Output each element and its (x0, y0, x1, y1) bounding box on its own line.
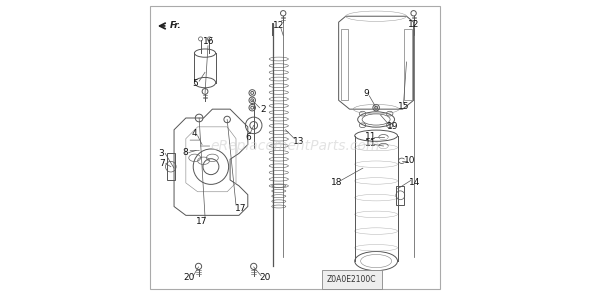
Text: 19: 19 (386, 122, 398, 131)
Text: 6: 6 (245, 133, 251, 142)
Text: 9: 9 (363, 89, 369, 98)
Text: 10: 10 (404, 156, 416, 165)
Text: 12: 12 (408, 20, 419, 29)
Text: 20: 20 (183, 273, 195, 282)
Bar (341, 30, 348, 100)
Text: 18: 18 (331, 178, 342, 187)
FancyBboxPatch shape (322, 270, 382, 289)
Bar (404, 30, 411, 100)
Text: 20: 20 (260, 273, 271, 282)
Text: 14: 14 (409, 178, 421, 187)
Text: 7: 7 (159, 159, 165, 168)
Text: 13: 13 (293, 137, 304, 145)
Text: 2: 2 (260, 105, 266, 114)
Text: 17: 17 (235, 204, 246, 213)
Text: 12: 12 (273, 21, 284, 30)
Text: 11: 11 (365, 132, 376, 141)
Text: 17: 17 (196, 217, 208, 226)
Text: 16: 16 (203, 37, 214, 46)
Text: 4: 4 (192, 129, 198, 138)
Text: 11: 11 (365, 140, 376, 148)
Text: 15: 15 (398, 102, 409, 111)
Text: Z0A0E2100C: Z0A0E2100C (327, 275, 376, 284)
Text: 8: 8 (182, 148, 188, 157)
Text: Fr.: Fr. (170, 22, 181, 30)
Text: 3: 3 (159, 149, 164, 158)
Bar (396, 186, 405, 205)
Bar (167, 153, 175, 180)
Text: 5: 5 (192, 79, 198, 88)
Text: eReplacementParts.com: eReplacementParts.com (210, 139, 380, 153)
